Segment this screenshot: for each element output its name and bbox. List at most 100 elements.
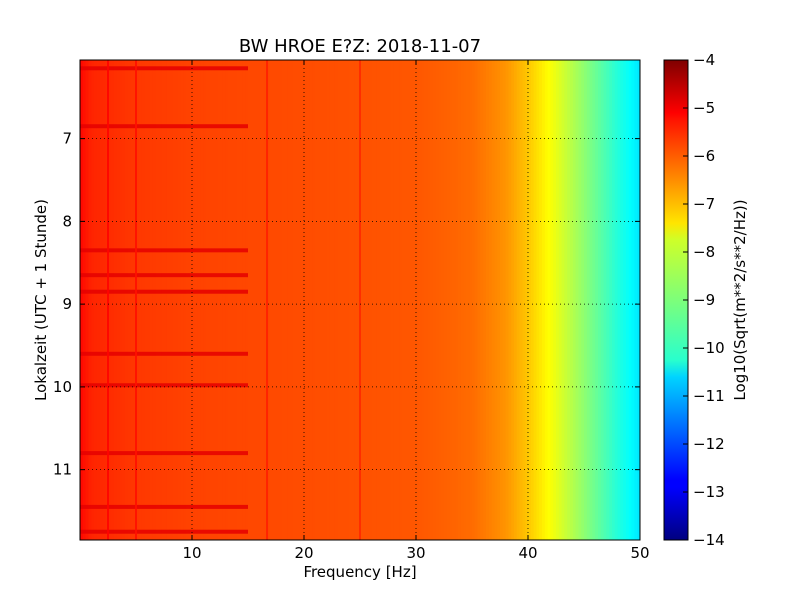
heatmap-column	[393, 60, 397, 540]
colorbar-tick-label: −7	[693, 195, 715, 213]
heatmap-column	[290, 60, 294, 540]
heatmap-column	[575, 60, 579, 540]
heatmap-column	[556, 60, 560, 540]
heatmap-column	[360, 60, 364, 540]
heatmap-column	[141, 60, 145, 540]
time-band	[80, 273, 248, 278]
heatmap-column	[371, 60, 375, 540]
heatmap-column	[124, 60, 129, 540]
colorbar-tick-label: −12	[693, 435, 725, 453]
heatmap-column	[374, 60, 378, 540]
colorbar-label: Log10(Sqrt(m**2/s**2/Hz))	[731, 199, 749, 400]
heatmap-column	[102, 60, 106, 540]
heatmap-column	[388, 60, 392, 540]
heatmap-column	[152, 60, 157, 540]
time-band	[80, 451, 248, 456]
plot-frame	[79, 59, 641, 541]
heatmap-column	[410, 60, 414, 540]
time-band	[80, 383, 248, 388]
heatmap-column	[91, 60, 95, 540]
y-tick-label: 10	[53, 378, 72, 396]
heatmap-column	[455, 60, 459, 540]
heatmap-column	[357, 60, 361, 540]
heatmap-column	[119, 60, 123, 540]
heatmap-column	[570, 60, 574, 540]
heatmap-column	[158, 60, 162, 540]
heatmap-column	[147, 60, 151, 540]
heatmap-column	[472, 60, 476, 540]
heatmap-column	[558, 60, 563, 540]
heatmap-column	[329, 60, 333, 540]
heatmap-column	[334, 60, 339, 540]
heatmap-column	[94, 60, 98, 540]
time-band	[80, 351, 248, 356]
heatmap-column	[376, 60, 381, 540]
heatmap-column	[609, 60, 613, 540]
x-tick-label: 30	[406, 544, 425, 562]
heatmap-column	[528, 60, 532, 540]
heatmap-column	[144, 60, 148, 540]
heatmap-column	[234, 60, 238, 540]
heatmap-column	[519, 60, 523, 540]
heatmap-column	[351, 60, 355, 540]
heatmap-column	[365, 60, 369, 540]
heatmap-column	[318, 60, 322, 540]
heatmap-column	[542, 60, 546, 540]
heatmap-column	[637, 60, 640, 540]
heatmap-column	[477, 60, 481, 540]
heatmap-column	[116, 60, 120, 540]
heatmap-column	[273, 60, 277, 540]
x-tick-label: 10	[182, 544, 201, 562]
heatmap-column	[466, 60, 470, 540]
heatmap-column	[505, 60, 509, 540]
heatmap-column	[172, 60, 176, 540]
heatmap-column	[567, 60, 571, 540]
heatmap-column	[189, 60, 193, 540]
heatmap-column	[315, 60, 319, 540]
colorbar-tick-label: −5	[693, 99, 715, 117]
y-tick-label: 11	[53, 461, 72, 479]
heatmap-column	[312, 60, 316, 540]
frequency-line	[135, 60, 137, 540]
plot-area	[79, 59, 641, 541]
heatmap-column	[250, 60, 255, 540]
x-tick-label: 50	[630, 544, 649, 562]
heatmap-column	[155, 60, 159, 540]
heatmap-column	[486, 60, 490, 540]
heatmap-column	[572, 60, 577, 540]
heatmap-column	[150, 60, 154, 540]
heatmap-column	[337, 60, 341, 540]
heatmap-column	[362, 60, 367, 540]
heatmap-column	[332, 60, 336, 540]
heatmap-column	[343, 60, 347, 540]
colorbar-tick-label: −8	[693, 243, 715, 261]
heatmap-column	[206, 60, 210, 540]
heatmap-column	[228, 60, 232, 540]
grid-lines	[80, 60, 641, 540]
heatmap-column	[256, 60, 260, 540]
heatmap-column	[469, 60, 473, 540]
heatmap-column	[85, 60, 89, 540]
heatmap-column	[522, 60, 526, 540]
time-band	[80, 66, 248, 71]
heatmap-time-bands	[80, 66, 248, 534]
heatmap-column	[267, 60, 271, 540]
heatmap-column	[460, 60, 465, 540]
heatmap-column	[427, 60, 431, 540]
heatmap-column	[620, 60, 624, 540]
heatmap-column	[183, 60, 187, 540]
heatmap-column	[239, 60, 243, 540]
heatmap-column	[208, 60, 213, 540]
heatmap-column	[634, 60, 638, 540]
heatmap-column	[222, 60, 227, 540]
heatmap-column	[612, 60, 616, 540]
heatmap-column	[262, 60, 266, 540]
heatmap-column	[488, 60, 493, 540]
heatmap-column	[276, 60, 280, 540]
colorbar-tick-label: −13	[693, 483, 725, 501]
heatmap-column	[606, 60, 610, 540]
heatmap-frequency-lines	[107, 60, 361, 540]
heatmap-column	[589, 60, 593, 540]
heatmap-column	[544, 60, 549, 540]
